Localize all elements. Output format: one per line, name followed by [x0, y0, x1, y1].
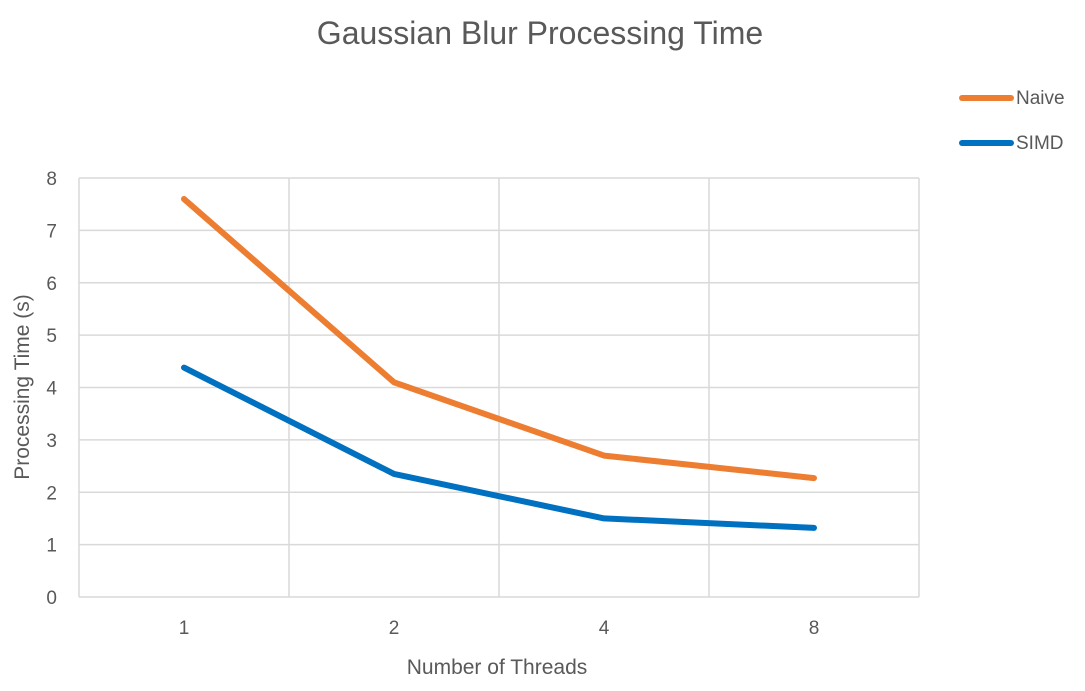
y-tick-label: 8	[46, 169, 57, 190]
x-tick-label: 2	[389, 618, 400, 639]
y-tick-label: 4	[46, 379, 57, 400]
x-axis-label: Number of Threads	[407, 656, 588, 679]
y-axis-label: Processing Time (s)	[11, 294, 34, 480]
chart-title: Gaussian Blur Processing Time	[317, 15, 763, 51]
y-tick-label: 1	[46, 536, 57, 557]
y-tick-label: 7	[46, 221, 57, 242]
x-tick-label: 8	[809, 618, 820, 639]
legend-label-naive: Naive	[1016, 88, 1065, 109]
series-line-naive	[181, 196, 817, 482]
axis-ticks: 0 1 2 3 4 5 6 7 8 1 2 4 8	[46, 169, 819, 639]
legend-label-simd: SIMD	[1016, 133, 1064, 154]
series-lines	[181, 196, 817, 531]
y-tick-label: 0	[46, 588, 57, 609]
series-line-simd	[181, 364, 817, 531]
legend: Naive SIMD	[959, 88, 1065, 154]
y-tick-label: 6	[46, 274, 57, 295]
y-tick-label: 2	[46, 483, 57, 504]
y-tick-label: 5	[46, 326, 57, 347]
x-tick-label: 1	[179, 618, 190, 639]
gridlines	[78, 177, 920, 598]
y-tick-label: 3	[46, 431, 57, 452]
x-tick-label: 4	[599, 618, 610, 639]
